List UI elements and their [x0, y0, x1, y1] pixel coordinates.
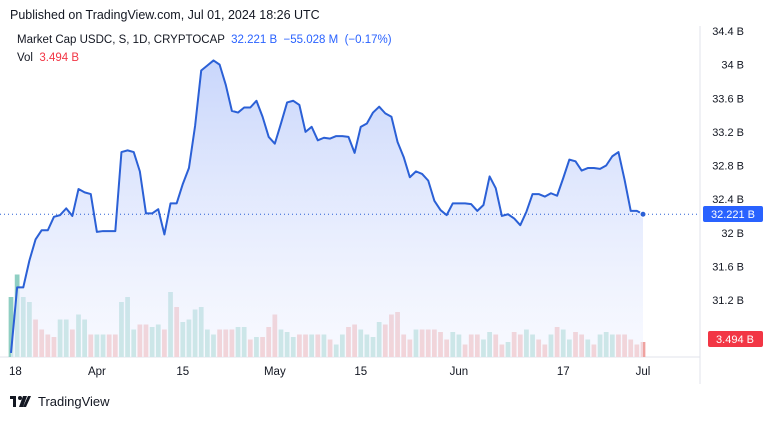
- x-tick-label: 15: [354, 366, 367, 378]
- x-tick-label: Apr: [88, 366, 106, 378]
- vol-tag: [708, 331, 763, 347]
- y-tick-label: 31.6 B: [712, 261, 744, 273]
- price-tag-label: 32.221 B: [711, 209, 755, 221]
- y-tick-label: 34.4 B: [712, 26, 744, 38]
- volume-legend: Vol 3.494 B: [17, 52, 79, 64]
- y-tick-label: 32 B: [721, 228, 744, 240]
- published-header: Published on TradingView.com, Jul 01, 20…: [10, 8, 320, 22]
- y-tick-label: 33.6 B: [712, 93, 744, 105]
- footer-brand-name: TradingView: [38, 394, 110, 409]
- legend-last-value: 32.221 B: [231, 34, 278, 46]
- y-tick-label: 31.2 B: [712, 295, 744, 307]
- volume-bar: [8, 297, 14, 357]
- y-tick-label: 32.8 B: [712, 161, 744, 173]
- legend-vol-label: Vol: [17, 52, 33, 64]
- y-tick-label: 32.4 B: [712, 194, 744, 206]
- time-axis[interactable]: 18 Apr 15 May 15 Jun 17 Jul: [9, 366, 650, 378]
- chart-legend: Market Cap USDC, S, 1D, CRYPTOCAP 32.221…: [17, 34, 392, 46]
- legend-vol-value: 3.494 B: [39, 52, 80, 64]
- last-price-dot: [639, 210, 647, 218]
- legend-change-pct: (−0.17%): [344, 34, 392, 46]
- legend-change: −55.028 M: [283, 34, 339, 46]
- y-tick-label: 34 B: [721, 60, 744, 72]
- x-tick-label: Jun: [450, 366, 469, 378]
- x-tick-label: May: [264, 366, 286, 378]
- x-tick-label: Jul: [636, 366, 651, 378]
- footer-branding[interactable]: TradingView: [10, 394, 110, 409]
- axis-tags: 32.221 B 3.494 B: [703, 206, 763, 347]
- price-area-fill: [11, 60, 643, 358]
- vol-tag-label: 3.494 B: [716, 334, 754, 346]
- tradingview-logo-icon: [10, 395, 31, 407]
- x-tick-label: 18: [9, 366, 22, 378]
- legend-symbol: Market Cap USDC, S, 1D, CRYPTOCAP: [17, 34, 225, 46]
- price-axis[interactable]: 34.4 B 34 B 33.6 B 33.2 B 32.8 B 32.4 B 32 B 31…: [712, 26, 744, 307]
- x-tick-label: 15: [176, 366, 189, 378]
- x-tick-label: 17: [557, 366, 570, 378]
- y-tick-label: 33.2 B: [712, 127, 744, 139]
- price-area: [0, 59, 700, 358]
- market-cap-chart[interactable]: 34.4 B 34 B 33.6 B 33.2 B 32.8 B 32.4 B 32 B 31…: [0, 26, 776, 384]
- price-line: [10, 59, 644, 354]
- price-tag: [703, 206, 763, 222]
